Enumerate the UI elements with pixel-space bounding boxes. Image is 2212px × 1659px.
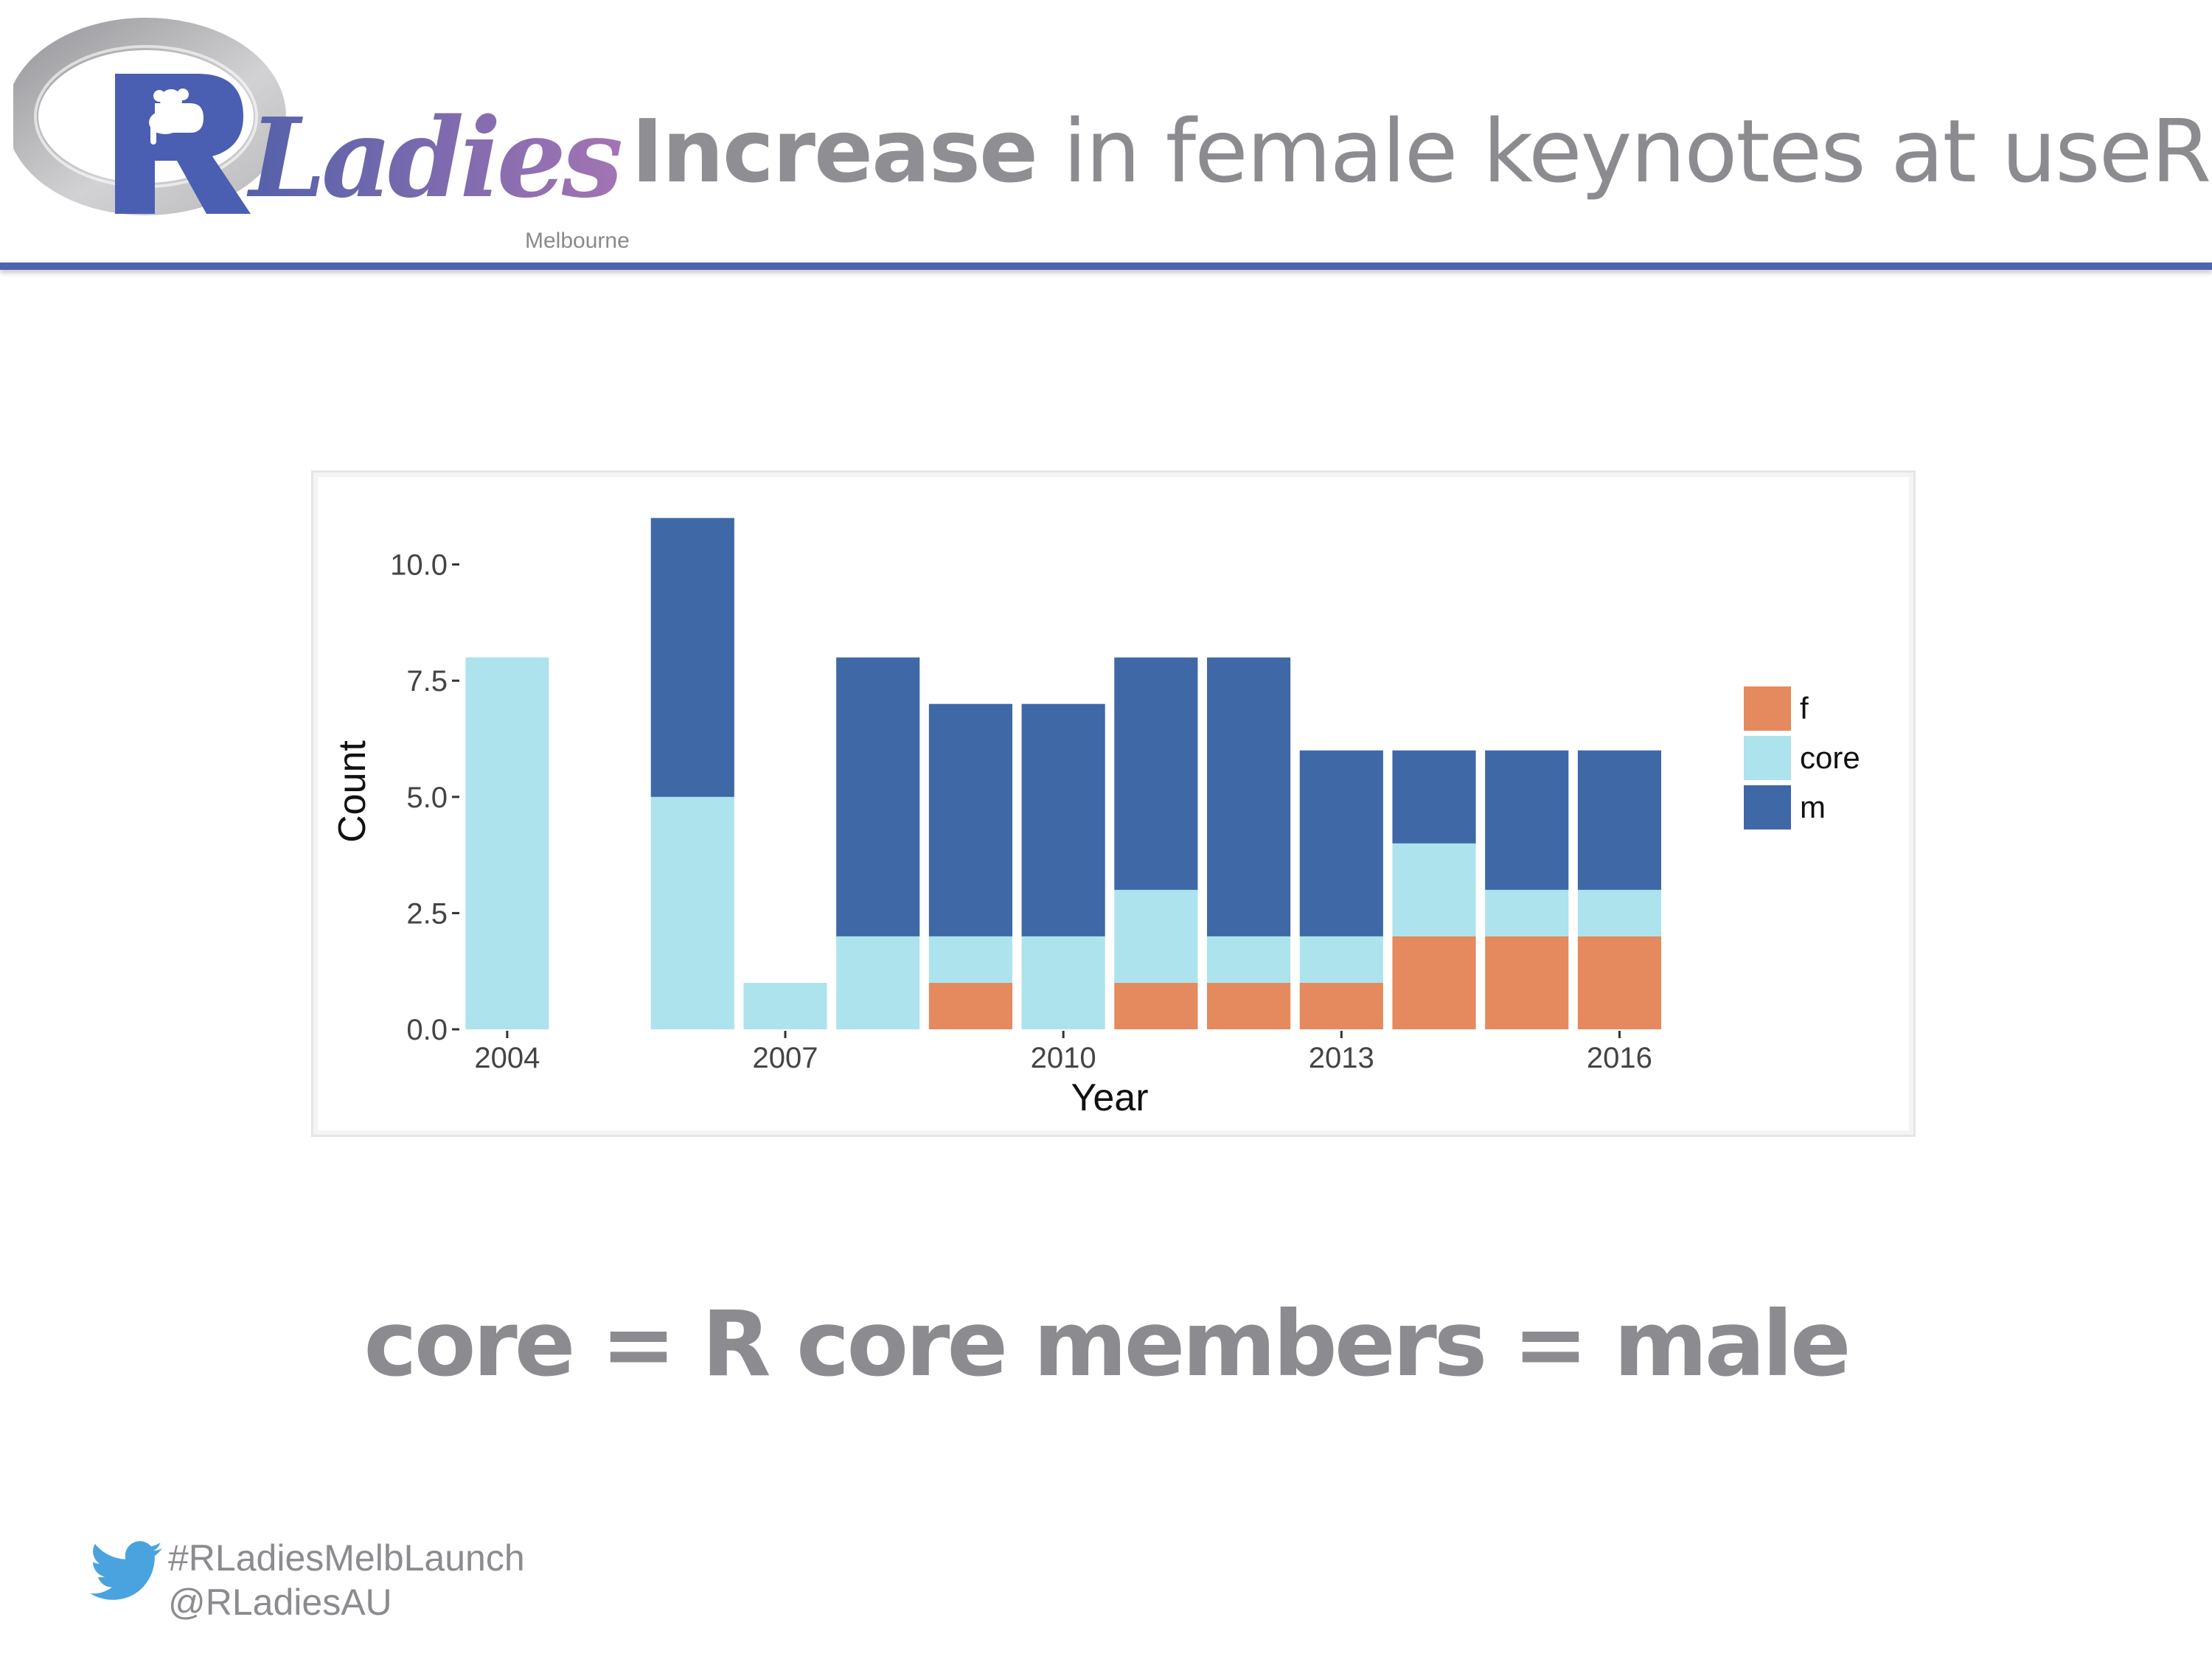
bar-f-2015 — [1485, 936, 1569, 1029]
slide-title-rest: in female keynotes at useR! — [1036, 100, 2212, 202]
slide-header: Ladies Melbourne Increase in female keyn… — [0, 0, 2212, 270]
y-tick-label: 5.0 — [406, 782, 448, 814]
y-tick-label: 0.0 — [406, 1014, 448, 1046]
bar-f-2013 — [1299, 982, 1383, 1029]
bar-core-2008 — [836, 936, 920, 1029]
footer-hashtag: #RLadiesMelbLaunch — [168, 1537, 525, 1579]
legend-swatch-f — [1744, 686, 1791, 731]
bar-core-2006 — [650, 796, 734, 1029]
bar-core-2014 — [1392, 843, 1476, 936]
legend-swatch-m — [1744, 785, 1791, 830]
bar-m-2014 — [1392, 750, 1476, 844]
slide-title-strong: Increase — [631, 100, 1038, 202]
footer-handle: @RLadiesAU — [168, 1582, 392, 1623]
bar-f-2011 — [1114, 982, 1198, 1029]
bar-m-2010 — [1021, 703, 1105, 936]
x-tick-label: 2016 — [1587, 1042, 1652, 1074]
bar-f-2009 — [928, 982, 1012, 1029]
twitter-bird-icon — [90, 1541, 162, 1601]
bar-core-2015 — [1485, 889, 1569, 936]
legend-swatch-core — [1744, 736, 1791, 780]
bar-f-2016 — [1577, 936, 1661, 1029]
bar-m-2012 — [1207, 657, 1291, 936]
y-tick-label: 7.5 — [406, 665, 448, 698]
r-ladies-logo: Ladies Melbourne — [13, 13, 630, 253]
keynote-chart: 0.0 2.5 5.0 7.5 10.0 2004 2007 2010 2013 2016 Year… — [331, 518, 1860, 1119]
bar-f-2014 — [1392, 936, 1476, 1029]
logo-subtitle: Melbourne — [525, 229, 630, 253]
legend-label-m: m — [1800, 790, 1826, 824]
legend-label-f: f — [1800, 691, 1809, 726]
bar-core-2011 — [1114, 889, 1198, 983]
y-tick-label: 2.5 — [406, 897, 448, 930]
bar-core-2013 — [1299, 936, 1383, 983]
slide-title: Increase in female keynotes at useR! — [631, 100, 2212, 203]
bar-m-2013 — [1299, 750, 1383, 936]
x-tick-label: 2007 — [753, 1042, 818, 1074]
bar-core-2016 — [1577, 889, 1661, 936]
svg-text:Ladies: Ladies — [246, 94, 622, 222]
bar-m-2015 — [1485, 750, 1569, 890]
bar-core-2010 — [1021, 936, 1105, 1029]
x-tick-label: 2004 — [474, 1042, 540, 1074]
chart-frame: 0.0 2.5 5.0 7.5 10.0 2004 2007 2010 2013 2016 Year… — [311, 470, 1916, 1137]
bar-core-2007 — [743, 982, 827, 1029]
x-tick-label: 2013 — [1309, 1042, 1374, 1074]
legend-label-core: core — [1800, 740, 1860, 775]
header-divider — [0, 262, 2212, 270]
slide-caption: core = R core members = male — [364, 1292, 1851, 1397]
y-axis-title: Count — [331, 740, 374, 843]
bar-m-2008 — [836, 657, 920, 936]
bar-f-2012 — [1207, 982, 1291, 1029]
bar-m-2016 — [1577, 750, 1661, 890]
x-tick-label: 2010 — [1031, 1042, 1096, 1074]
x-axis-title: Year — [1071, 1077, 1148, 1119]
bar-core-2009 — [928, 936, 1012, 983]
bar-core-2012 — [1207, 936, 1291, 983]
bar-m-2009 — [928, 703, 1012, 936]
bar-m-2011 — [1114, 657, 1198, 890]
bar-core-2004 — [465, 657, 549, 1029]
footer-social: #RLadiesMelbLaunch @RLadiesAU — [168, 1536, 525, 1624]
r-ladies-logo-icon: Ladies — [13, 18, 625, 222]
bar-m-2006 — [650, 518, 734, 797]
y-tick-label: 10.0 — [390, 549, 448, 582]
